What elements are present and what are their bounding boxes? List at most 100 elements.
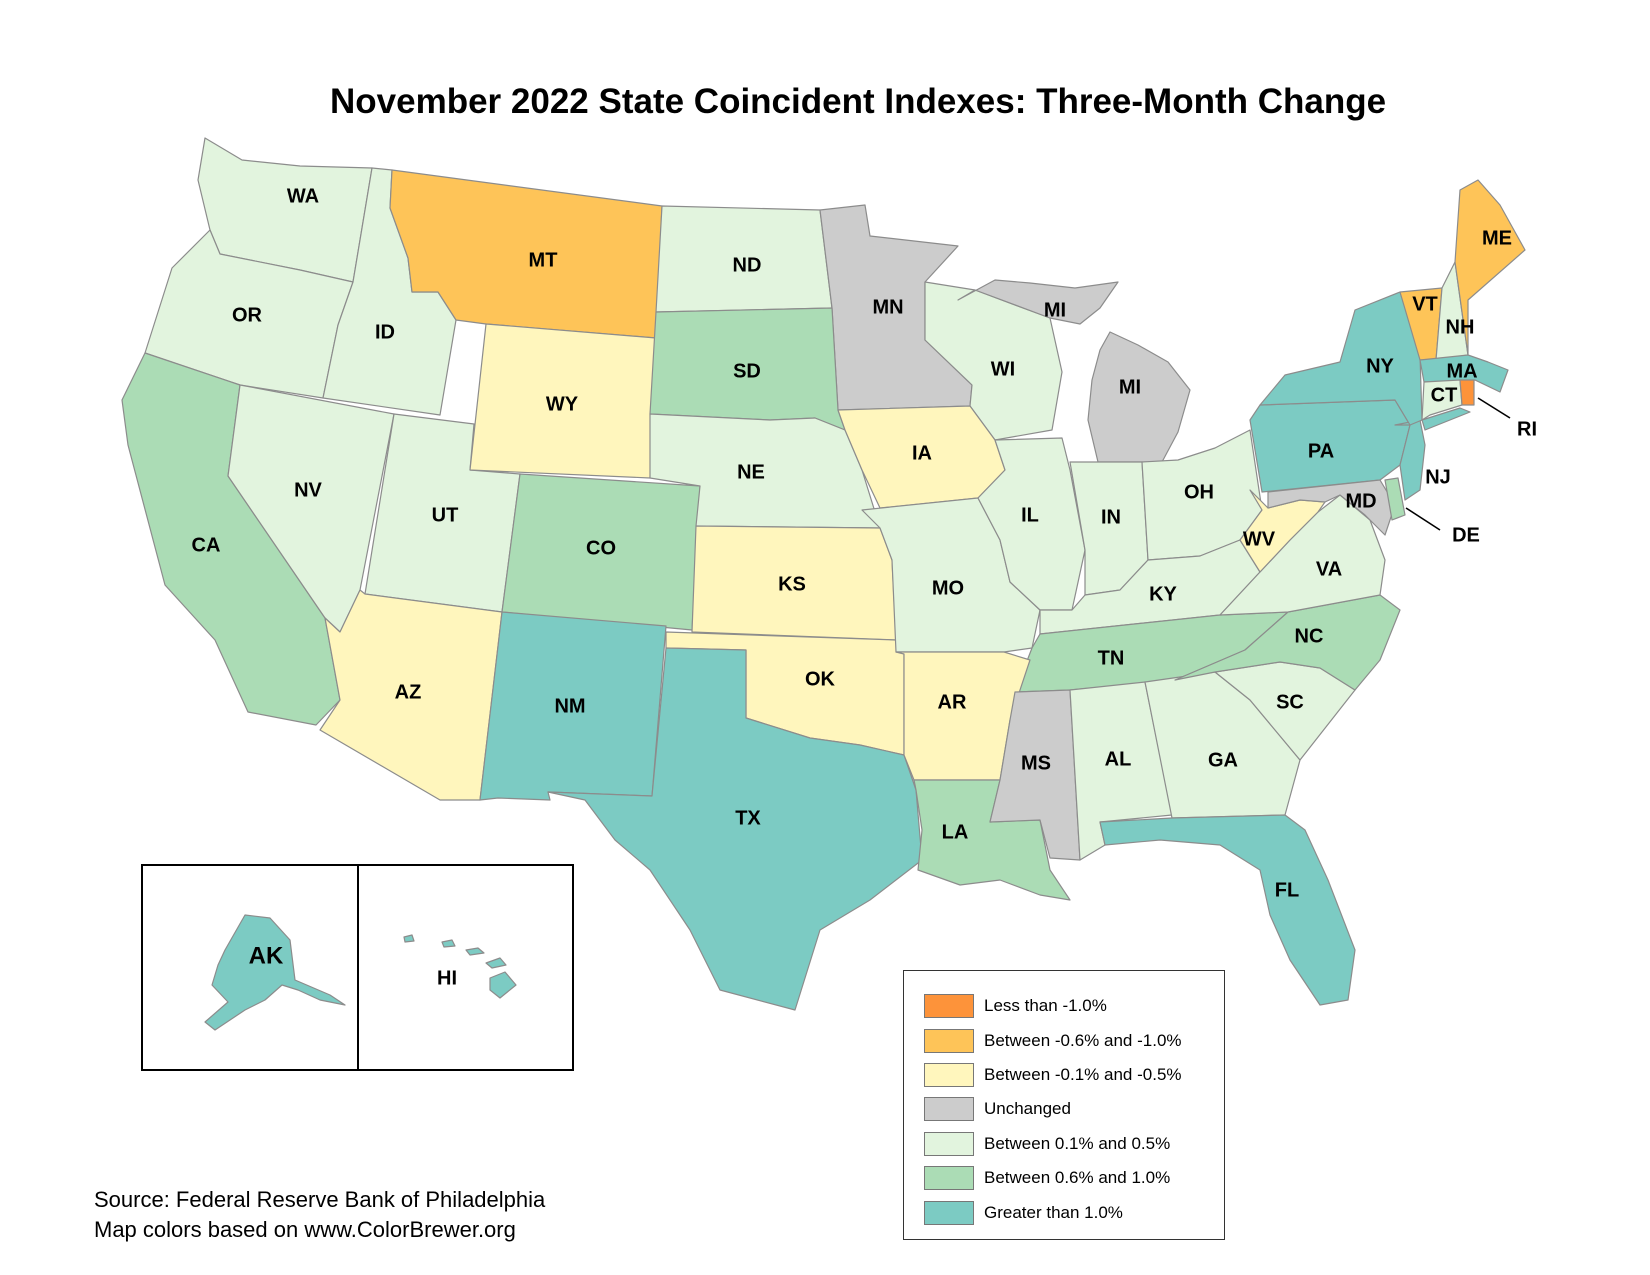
state-MI-lower[interactable]: [1087, 331, 1191, 463]
state-TX[interactable]: [547, 647, 923, 1011]
state-ME[interactable]: [1454, 179, 1526, 356]
label-TX: TX: [735, 807, 761, 829]
label-AZ: AZ: [395, 681, 422, 703]
legend-label: Unchanged: [984, 1099, 1071, 1119]
legend-swatch: [924, 1131, 974, 1156]
label-FL: FL: [1275, 879, 1299, 901]
label-MI-upper: MI: [1044, 299, 1066, 321]
label-ID: ID: [375, 321, 395, 343]
label-NH: NH: [1446, 316, 1475, 338]
label-NY: NY: [1366, 355, 1394, 377]
legend-swatch: [924, 994, 974, 1019]
label-OK: OK: [805, 668, 836, 690]
label-MO: MO: [932, 577, 964, 599]
label-MS: MS: [1021, 752, 1051, 774]
label-LA: LA: [942, 821, 969, 843]
legend-label: Less than -1.0%: [984, 996, 1107, 1016]
legend-item: Greater than 1.0%: [924, 1195, 1224, 1229]
source-line-1: Source: Federal Reserve Bank of Philadel…: [94, 1187, 546, 1212]
label-KS: KS: [778, 573, 806, 595]
label-NV: NV: [294, 479, 322, 501]
state-DE[interactable]: [1384, 477, 1406, 521]
state-HI-2[interactable]: [441, 939, 456, 948]
label-UT: UT: [432, 504, 459, 526]
legend-label: Between 0.1% and 0.5%: [984, 1133, 1171, 1153]
state-FL[interactable]: [1099, 814, 1356, 1006]
label-WY: WY: [546, 393, 579, 415]
legend-label: Between -0.6% and -1.0%: [984, 1030, 1182, 1050]
state-RI[interactable]: [1459, 379, 1475, 406]
label-WA: WA: [287, 185, 319, 207]
state-HI-3[interactable]: [465, 947, 485, 956]
state-HI-4[interactable]: [485, 957, 507, 969]
label-RI: RI: [1517, 418, 1537, 440]
legend-swatch: [924, 1097, 974, 1122]
label-WI: WI: [991, 358, 1015, 380]
state-CT[interactable]: [1421, 379, 1463, 421]
ri-callout-line: [1477, 397, 1511, 419]
label-SD: SD: [733, 360, 761, 382]
alaska-inset-frame: [141, 864, 359, 1071]
source-line-2: Map colors based on www.ColorBrewer.org: [94, 1217, 516, 1242]
label-NE: NE: [737, 461, 765, 483]
label-PA: PA: [1308, 440, 1334, 462]
legend-swatch: [924, 1028, 974, 1053]
label-MT: MT: [529, 249, 558, 271]
label-MN: MN: [872, 296, 903, 318]
label-NC: NC: [1295, 625, 1324, 647]
legend: Less than -1.0% Between -0.6% and -1.0% Be…: [903, 970, 1225, 1240]
label-AL: AL: [1105, 748, 1132, 770]
state-AK[interactable]: [204, 914, 346, 1031]
label-NM: NM: [554, 695, 585, 717]
label-AK: AK: [249, 942, 284, 969]
label-OR: OR: [232, 304, 263, 326]
label-CO: CO: [586, 537, 616, 559]
label-AR: AR: [938, 691, 967, 713]
state-NJ[interactable]: [1394, 419, 1426, 501]
legend-label: Greater than 1.0%: [984, 1202, 1123, 1222]
legend-item: Unchanged: [924, 1092, 1224, 1126]
map-title: November 2022 State Coincident Indexes: …: [330, 82, 1387, 121]
label-MI-lower: MI: [1119, 376, 1141, 398]
label-IA: IA: [912, 442, 932, 464]
label-DE: DE: [1452, 524, 1480, 546]
label-CA: CA: [192, 534, 221, 556]
label-ND: ND: [733, 254, 762, 276]
state-HI-5[interactable]: [489, 971, 517, 999]
source-note: Source: Federal Reserve Bank of Philadel…: [94, 1185, 694, 1245]
de-callout-line: [1405, 507, 1441, 531]
label-NJ: NJ: [1425, 466, 1451, 488]
hawaii-inset-frame: [357, 864, 574, 1071]
legend-label: Between -0.1% and -0.5%: [984, 1064, 1182, 1084]
legend-item: Between 0.6% and 1.0%: [924, 1161, 1224, 1195]
label-GA: GA: [1208, 749, 1238, 771]
label-WV: WV: [1243, 528, 1276, 550]
state-NE[interactable]: [649, 413, 881, 529]
state-NC[interactable]: [1174, 594, 1401, 691]
label-IN: IN: [1101, 506, 1121, 528]
label-IL: IL: [1021, 504, 1039, 526]
legend-item: Between 0.1% and 0.5%: [924, 1127, 1224, 1161]
label-VA: VA: [1316, 558, 1342, 580]
state-NM[interactable]: [479, 611, 667, 801]
legend-item: Between -0.6% and -1.0%: [924, 1023, 1224, 1057]
state-NY-long-island[interactable]: [1421, 407, 1471, 431]
legend-swatch: [924, 1166, 974, 1191]
label-MD: MD: [1345, 490, 1376, 512]
label-SC: SC: [1276, 691, 1304, 713]
label-OH: OH: [1184, 481, 1214, 503]
legend-swatch: [924, 1062, 974, 1087]
state-HI-1[interactable]: [403, 934, 415, 943]
label-MA: MA: [1446, 360, 1477, 382]
label-VT: VT: [1412, 293, 1438, 315]
legend-item: Between -0.1% and -0.5%: [924, 1058, 1224, 1092]
legend-item: Less than -1.0%: [924, 989, 1224, 1023]
label-ME: ME: [1482, 227, 1512, 249]
state-MI-upper[interactable]: [957, 279, 1119, 325]
legend-swatch: [924, 1200, 974, 1225]
legend-label: Between 0.6% and 1.0%: [984, 1168, 1171, 1188]
label-TN: TN: [1098, 647, 1125, 669]
label-CT: CT: [1431, 384, 1458, 406]
label-KY: KY: [1149, 583, 1177, 605]
